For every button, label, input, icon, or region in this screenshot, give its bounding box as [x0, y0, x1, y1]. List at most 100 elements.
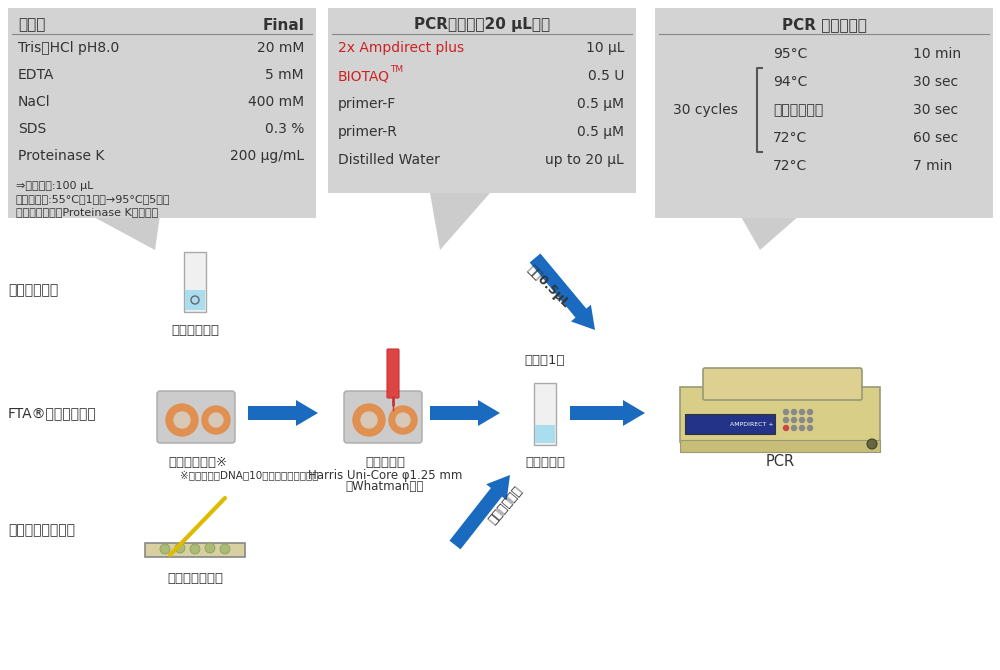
- Text: 0.5 μM: 0.5 μM: [577, 125, 624, 139]
- Text: 400 mM: 400 mM: [248, 95, 304, 109]
- Text: アニール温度: アニール温度: [773, 103, 823, 117]
- Text: 30 sec: 30 sec: [913, 103, 958, 117]
- Text: コロニーピック: コロニーピック: [167, 572, 223, 584]
- Circle shape: [792, 409, 796, 415]
- Polygon shape: [430, 193, 490, 250]
- Circle shape: [784, 409, 788, 415]
- FancyBboxPatch shape: [680, 440, 880, 452]
- Text: AMPDIRECT +: AMPDIRECT +: [730, 421, 774, 427]
- Polygon shape: [570, 400, 645, 426]
- Text: 7 min: 7 min: [913, 159, 952, 173]
- Text: Distilled Water: Distilled Water: [338, 153, 440, 167]
- Text: 20 mM: 20 mM: [257, 41, 304, 55]
- Circle shape: [202, 406, 230, 434]
- FancyBboxPatch shape: [534, 383, 556, 445]
- Circle shape: [800, 409, 804, 415]
- Text: 60 sec: 60 sec: [913, 131, 958, 145]
- Text: 0.5 U: 0.5 U: [588, 69, 624, 83]
- Text: パンチング: パンチング: [365, 456, 405, 468]
- Text: SDS: SDS: [18, 122, 46, 136]
- Text: 30 sec: 30 sec: [913, 75, 958, 89]
- Text: BIOTAQ: BIOTAQ: [338, 69, 390, 83]
- Circle shape: [160, 544, 170, 554]
- Text: up to 20 μL: up to 20 μL: [545, 153, 624, 167]
- Text: 10 min: 10 min: [913, 47, 961, 61]
- Circle shape: [361, 412, 377, 428]
- FancyBboxPatch shape: [655, 8, 993, 218]
- Text: 2x Ampdirect plus: 2x Ampdirect plus: [338, 41, 464, 55]
- Text: 10 μL: 10 μL: [586, 41, 624, 55]
- Text: （Proteinase Kの失活）: （Proteinase Kの失活）: [16, 207, 158, 217]
- Circle shape: [396, 413, 410, 427]
- FancyBboxPatch shape: [145, 543, 245, 557]
- Text: 直接反応液へ: 直接反応液へ: [487, 484, 525, 527]
- Text: 30 cycles: 30 cycles: [673, 103, 738, 117]
- Text: FTA®カードを使用: FTA®カードを使用: [8, 406, 97, 420]
- Circle shape: [166, 404, 198, 436]
- Text: サンプル塗布※: サンプル塗布※: [168, 456, 228, 468]
- Text: 溶解液: 溶解液: [18, 17, 45, 33]
- Polygon shape: [449, 475, 510, 549]
- Text: カード1枚: カード1枚: [525, 354, 565, 366]
- Text: PCR反応液（20 μL系）: PCR反応液（20 μL系）: [414, 17, 550, 33]
- Circle shape: [220, 544, 230, 554]
- Text: primer-F: primer-F: [338, 97, 396, 111]
- Text: NaCl: NaCl: [18, 95, 51, 109]
- Polygon shape: [90, 215, 160, 250]
- Polygon shape: [248, 400, 318, 426]
- Circle shape: [784, 417, 788, 423]
- Circle shape: [175, 543, 185, 553]
- Text: 0.3 %: 0.3 %: [265, 122, 304, 136]
- Circle shape: [784, 425, 788, 431]
- Circle shape: [800, 425, 804, 431]
- Circle shape: [867, 439, 877, 449]
- Circle shape: [808, 425, 812, 431]
- FancyBboxPatch shape: [185, 290, 205, 310]
- Circle shape: [792, 417, 796, 423]
- Text: 95°C: 95°C: [773, 47, 807, 61]
- Text: 94°C: 94°C: [773, 75, 807, 89]
- Circle shape: [353, 404, 385, 436]
- Circle shape: [209, 413, 223, 427]
- FancyBboxPatch shape: [328, 8, 636, 193]
- FancyBboxPatch shape: [157, 391, 235, 443]
- Text: Tris・HCl pH8.0: Tris・HCl pH8.0: [18, 41, 119, 55]
- FancyBboxPatch shape: [344, 391, 422, 443]
- Circle shape: [205, 543, 215, 553]
- Text: サンプル溶解: サンプル溶解: [171, 324, 219, 336]
- FancyBboxPatch shape: [387, 349, 399, 398]
- Circle shape: [174, 412, 190, 428]
- Circle shape: [808, 409, 812, 415]
- Circle shape: [808, 417, 812, 423]
- Text: 200 μg/mL: 200 μg/mL: [230, 149, 304, 163]
- Text: EDTA: EDTA: [18, 68, 54, 82]
- Text: 上湑0.5μL: 上湑0.5μL: [524, 263, 572, 311]
- Text: （Whatman社）: （Whatman社）: [346, 480, 424, 494]
- Text: 5 mM: 5 mM: [265, 68, 304, 82]
- Circle shape: [389, 406, 417, 434]
- Text: PCR: PCR: [765, 454, 795, 470]
- Text: 0.5 μM: 0.5 μM: [577, 97, 624, 111]
- FancyBboxPatch shape: [535, 425, 555, 443]
- Text: 反応液調製: 反応液調製: [525, 456, 565, 470]
- Text: 72°C: 72°C: [773, 131, 807, 145]
- Text: ※カード上のDNAは10年以上室温保存可能: ※カード上のDNAは10年以上室温保存可能: [180, 470, 318, 480]
- Circle shape: [190, 544, 200, 554]
- FancyBboxPatch shape: [703, 368, 862, 400]
- Polygon shape: [530, 253, 595, 330]
- Circle shape: [792, 425, 796, 431]
- FancyBboxPatch shape: [685, 414, 775, 434]
- Polygon shape: [430, 400, 500, 426]
- Text: 反応条件:55°C・1時間→95°C・5分間: 反応条件:55°C・1時間→95°C・5分間: [16, 194, 170, 204]
- Text: ⇒溶解液量:100 μL: ⇒溶解液量:100 μL: [16, 181, 93, 191]
- Circle shape: [800, 417, 804, 423]
- Text: Proteinase K: Proteinase K: [18, 149, 104, 163]
- Text: 72°C: 72°C: [773, 159, 807, 173]
- FancyBboxPatch shape: [680, 387, 880, 442]
- Text: 溶解液を使用: 溶解液を使用: [8, 283, 58, 297]
- Text: 反応液に直接添加: 反応液に直接添加: [8, 523, 75, 537]
- Text: Final: Final: [262, 17, 304, 33]
- Text: TM: TM: [390, 66, 403, 74]
- Polygon shape: [740, 215, 800, 250]
- Text: Harris Uni-Core φ1.25 mm: Harris Uni-Core φ1.25 mm: [308, 468, 462, 482]
